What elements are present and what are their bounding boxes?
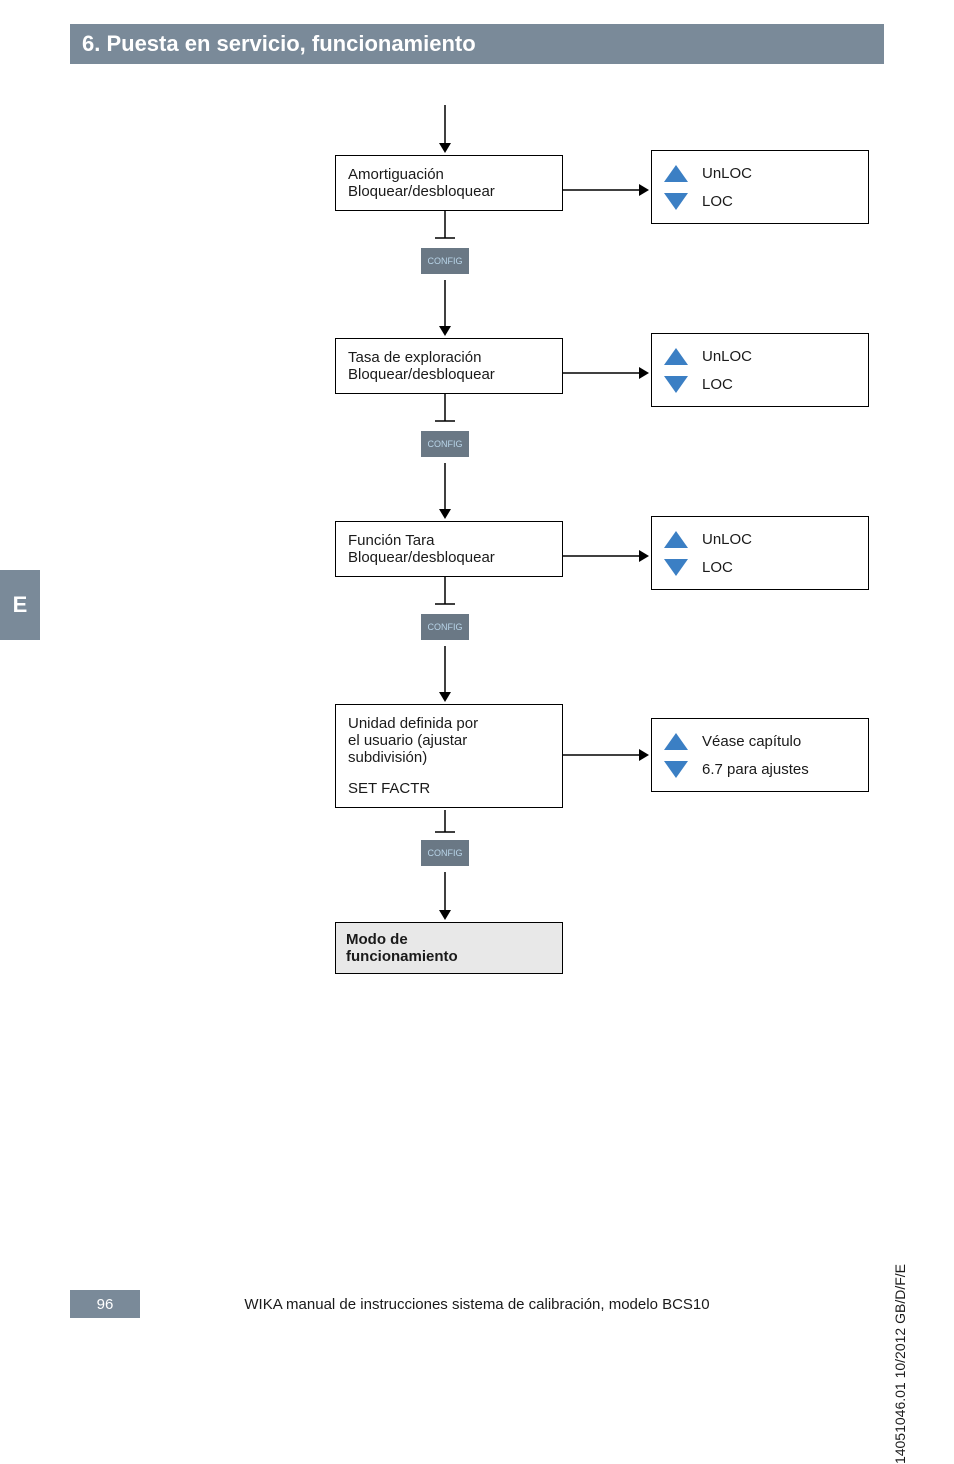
flow-box-line: Amortiguación bbox=[348, 166, 550, 183]
down-icon bbox=[664, 376, 688, 393]
down-icon bbox=[664, 559, 688, 576]
option-unloc: UnLOC bbox=[664, 342, 856, 370]
flow-box-tasa: Tasa de exploración Bloquear/desbloquear bbox=[335, 338, 563, 394]
option-loc: LOC bbox=[664, 370, 856, 398]
connector-h2 bbox=[563, 363, 653, 383]
flow-box-line: Bloquear/desbloquear bbox=[348, 183, 550, 200]
down-icon bbox=[664, 761, 688, 778]
page-number: 96 bbox=[70, 1290, 140, 1318]
flow-box-line: subdivisión) bbox=[348, 749, 550, 766]
connector-v4 bbox=[435, 810, 455, 925]
flow-box-unidad: Unidad definida por el usuario (ajustar … bbox=[335, 704, 563, 808]
flow-end-box: Modo de funcionamiento bbox=[335, 922, 563, 974]
flow-box-line: Unidad definida por bbox=[348, 715, 550, 732]
config-button-3: CONFIG bbox=[421, 614, 469, 640]
option-label: LOC bbox=[702, 559, 733, 576]
option-label: LOC bbox=[702, 193, 733, 210]
option-label: UnLOC bbox=[702, 348, 752, 365]
option-label: UnLOC bbox=[702, 165, 752, 182]
connector-h3 bbox=[563, 546, 653, 566]
option-loc: LOC bbox=[664, 187, 856, 215]
up-icon bbox=[664, 348, 688, 365]
document-code: 14051046.01 10/2012 GB/D/F/E bbox=[892, 1264, 908, 1464]
end-box-line: funcionamiento bbox=[346, 948, 552, 965]
config-label: CONFIG bbox=[428, 256, 463, 266]
up-icon bbox=[664, 531, 688, 548]
option-unloc: UnLOC bbox=[664, 159, 856, 187]
option-box-4: Véase capítulo 6.7 para ajustes bbox=[651, 718, 869, 792]
section-title: 6. Puesta en servicio, funcionamiento bbox=[82, 31, 476, 57]
flow-box-line: Bloquear/desbloquear bbox=[348, 549, 550, 566]
flow-box-line: Función Tara bbox=[348, 532, 550, 549]
option-box-3: UnLOC LOC bbox=[651, 516, 869, 590]
config-label: CONFIG bbox=[428, 848, 463, 858]
flow-box-tara: Función Tara Bloquear/desbloquear bbox=[335, 521, 563, 577]
language-tab: E bbox=[0, 570, 40, 640]
config-label: CONFIG bbox=[428, 439, 463, 449]
end-box-line: Modo de bbox=[346, 931, 552, 948]
connector-v1 bbox=[435, 210, 455, 340]
config-button-2: CONFIG bbox=[421, 431, 469, 457]
flow-box-amortiguacion: Amortiguación Bloquear/desbloquear bbox=[335, 155, 563, 211]
option-box-1: UnLOC LOC bbox=[651, 150, 869, 224]
option-label: Véase capítulo bbox=[702, 733, 801, 750]
connector-v3 bbox=[435, 576, 455, 706]
flow-box-line: Bloquear/desbloquear bbox=[348, 366, 550, 383]
connector-h1 bbox=[563, 180, 653, 200]
arrow-entry bbox=[435, 105, 455, 155]
config-button-4: CONFIG bbox=[421, 840, 469, 866]
flow-box-line: SET FACTR bbox=[348, 780, 550, 797]
config-button-1: CONFIG bbox=[421, 248, 469, 274]
option-box-2: UnLOC LOC bbox=[651, 333, 869, 407]
option-see: 6.7 para ajustes bbox=[664, 755, 856, 783]
connector-v2 bbox=[435, 393, 455, 523]
connector-h4 bbox=[563, 745, 653, 765]
config-label: CONFIG bbox=[428, 622, 463, 632]
footer: 96 WIKA manual de instrucciones sistema … bbox=[70, 1290, 884, 1318]
section-header: 6. Puesta en servicio, funcionamiento bbox=[70, 24, 884, 64]
flow-box-line: Tasa de exploración bbox=[348, 349, 550, 366]
option-label: LOC bbox=[702, 376, 733, 393]
up-icon bbox=[664, 733, 688, 750]
down-icon bbox=[664, 193, 688, 210]
footer-text: WIKA manual de instrucciones sistema de … bbox=[140, 1296, 884, 1313]
option-label: 6.7 para ajustes bbox=[702, 761, 809, 778]
flow-box-spacer bbox=[348, 766, 550, 780]
option-loc: LOC bbox=[664, 553, 856, 581]
option-unloc: UnLOC bbox=[664, 525, 856, 553]
language-tab-label: E bbox=[13, 592, 28, 618]
up-icon bbox=[664, 165, 688, 182]
flow-box-line: el usuario (ajustar bbox=[348, 732, 550, 749]
option-see: Véase capítulo bbox=[664, 727, 856, 755]
option-label: UnLOC bbox=[702, 531, 752, 548]
